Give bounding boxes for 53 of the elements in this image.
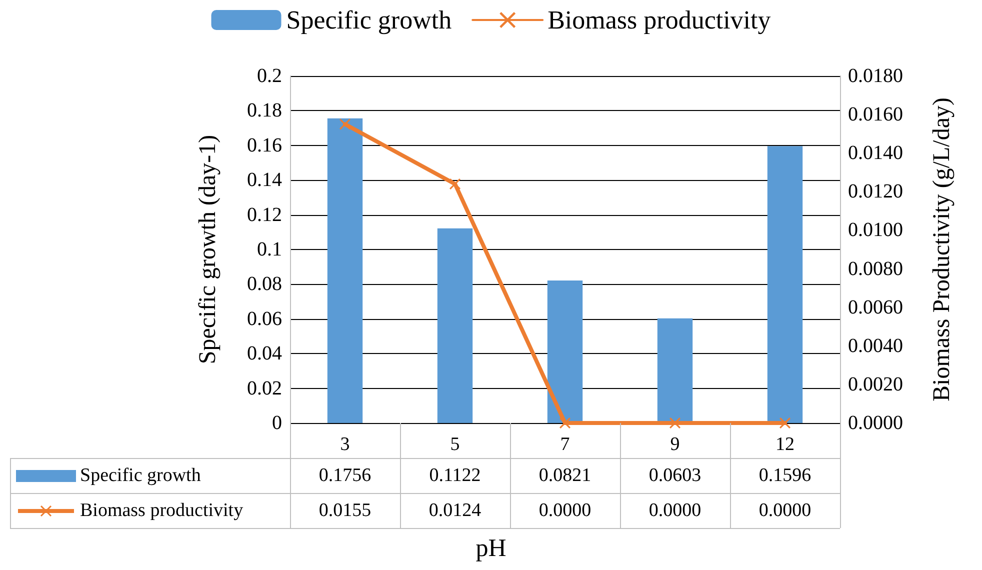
point <box>450 178 460 190</box>
x-tick-label: 9 <box>670 434 680 455</box>
y-tick-label: 0.1 <box>257 238 282 260</box>
y2-tick-label: 0.0160 <box>848 104 903 126</box>
y-tick-label: 0.06 <box>247 308 282 330</box>
x-tick-label: 5 <box>450 434 460 455</box>
y-tick-label: 0.12 <box>247 204 282 226</box>
data-label: 0.0000 <box>758 498 812 522</box>
data-label: 0.0000 <box>648 498 702 522</box>
data-label: 0.0000 <box>538 498 592 522</box>
y2-tick-label: 0.0040 <box>848 334 903 357</box>
bar <box>327 118 363 423</box>
legend-label: Specific growth <box>286 6 452 34</box>
legend-label: Biomass productivity <box>548 6 771 34</box>
bar <box>437 228 473 423</box>
y2-tick-label: 0.0180 <box>848 65 903 87</box>
y-tick-label: 0.16 <box>247 134 282 156</box>
y2-tick-label: 0.0020 <box>848 373 903 396</box>
bar <box>547 280 583 423</box>
y-tick-label: 0.14 <box>247 169 282 192</box>
bar <box>657 318 693 423</box>
y2-tick-label: 0.0140 <box>848 142 903 164</box>
x-tick-label: 7 <box>560 434 570 455</box>
text: Specific growth <box>80 464 201 486</box>
data-label: 0.1122 <box>428 464 482 488</box>
point <box>780 418 790 428</box>
bar <box>767 146 803 423</box>
data-label: 0.0603 <box>648 464 702 488</box>
data-label: 0.0155 <box>318 498 372 522</box>
y2-tick-label: 0.0100 <box>848 219 903 242</box>
point <box>340 118 350 130</box>
point <box>670 418 680 428</box>
y-tick-label: 0 <box>272 412 282 434</box>
y2-axis-title: Biomass Productivity (g/L/day) <box>929 98 955 402</box>
x-tick-label: 12 <box>776 434 794 455</box>
x-axis-title: pH <box>474 535 508 563</box>
y-tick-label: 0.18 <box>247 100 282 122</box>
y2-tick-label: 0.0060 <box>848 296 903 318</box>
data-label: 0.1596 <box>758 464 812 488</box>
point <box>560 418 570 428</box>
y-tick-label: 0.04 <box>247 342 282 365</box>
x-tick-label: 3 <box>340 434 350 455</box>
data-label: 0.0124 <box>428 498 482 522</box>
y2-tick-label: 0.0080 <box>848 258 903 280</box>
y2-tick-label: 0.0120 <box>848 180 903 203</box>
y2-tick-label: 0.0000 <box>848 412 903 434</box>
text: Biomass productivity <box>80 500 244 520</box>
y-tick-label: 0.02 <box>247 377 282 400</box>
data-label: 0.1756 <box>318 464 372 488</box>
y-axis-title: Specific growth (day-1) <box>195 134 221 364</box>
data-label: 0.0821 <box>538 464 592 488</box>
y-tick-label: 0.2 <box>257 65 282 87</box>
y-tick-label: 0.08 <box>247 273 282 296</box>
